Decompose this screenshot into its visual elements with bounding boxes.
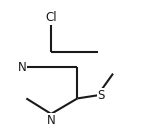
Text: S: S bbox=[97, 89, 105, 102]
Text: N: N bbox=[47, 114, 55, 127]
Text: N: N bbox=[18, 61, 26, 74]
Text: Cl: Cl bbox=[45, 11, 57, 24]
